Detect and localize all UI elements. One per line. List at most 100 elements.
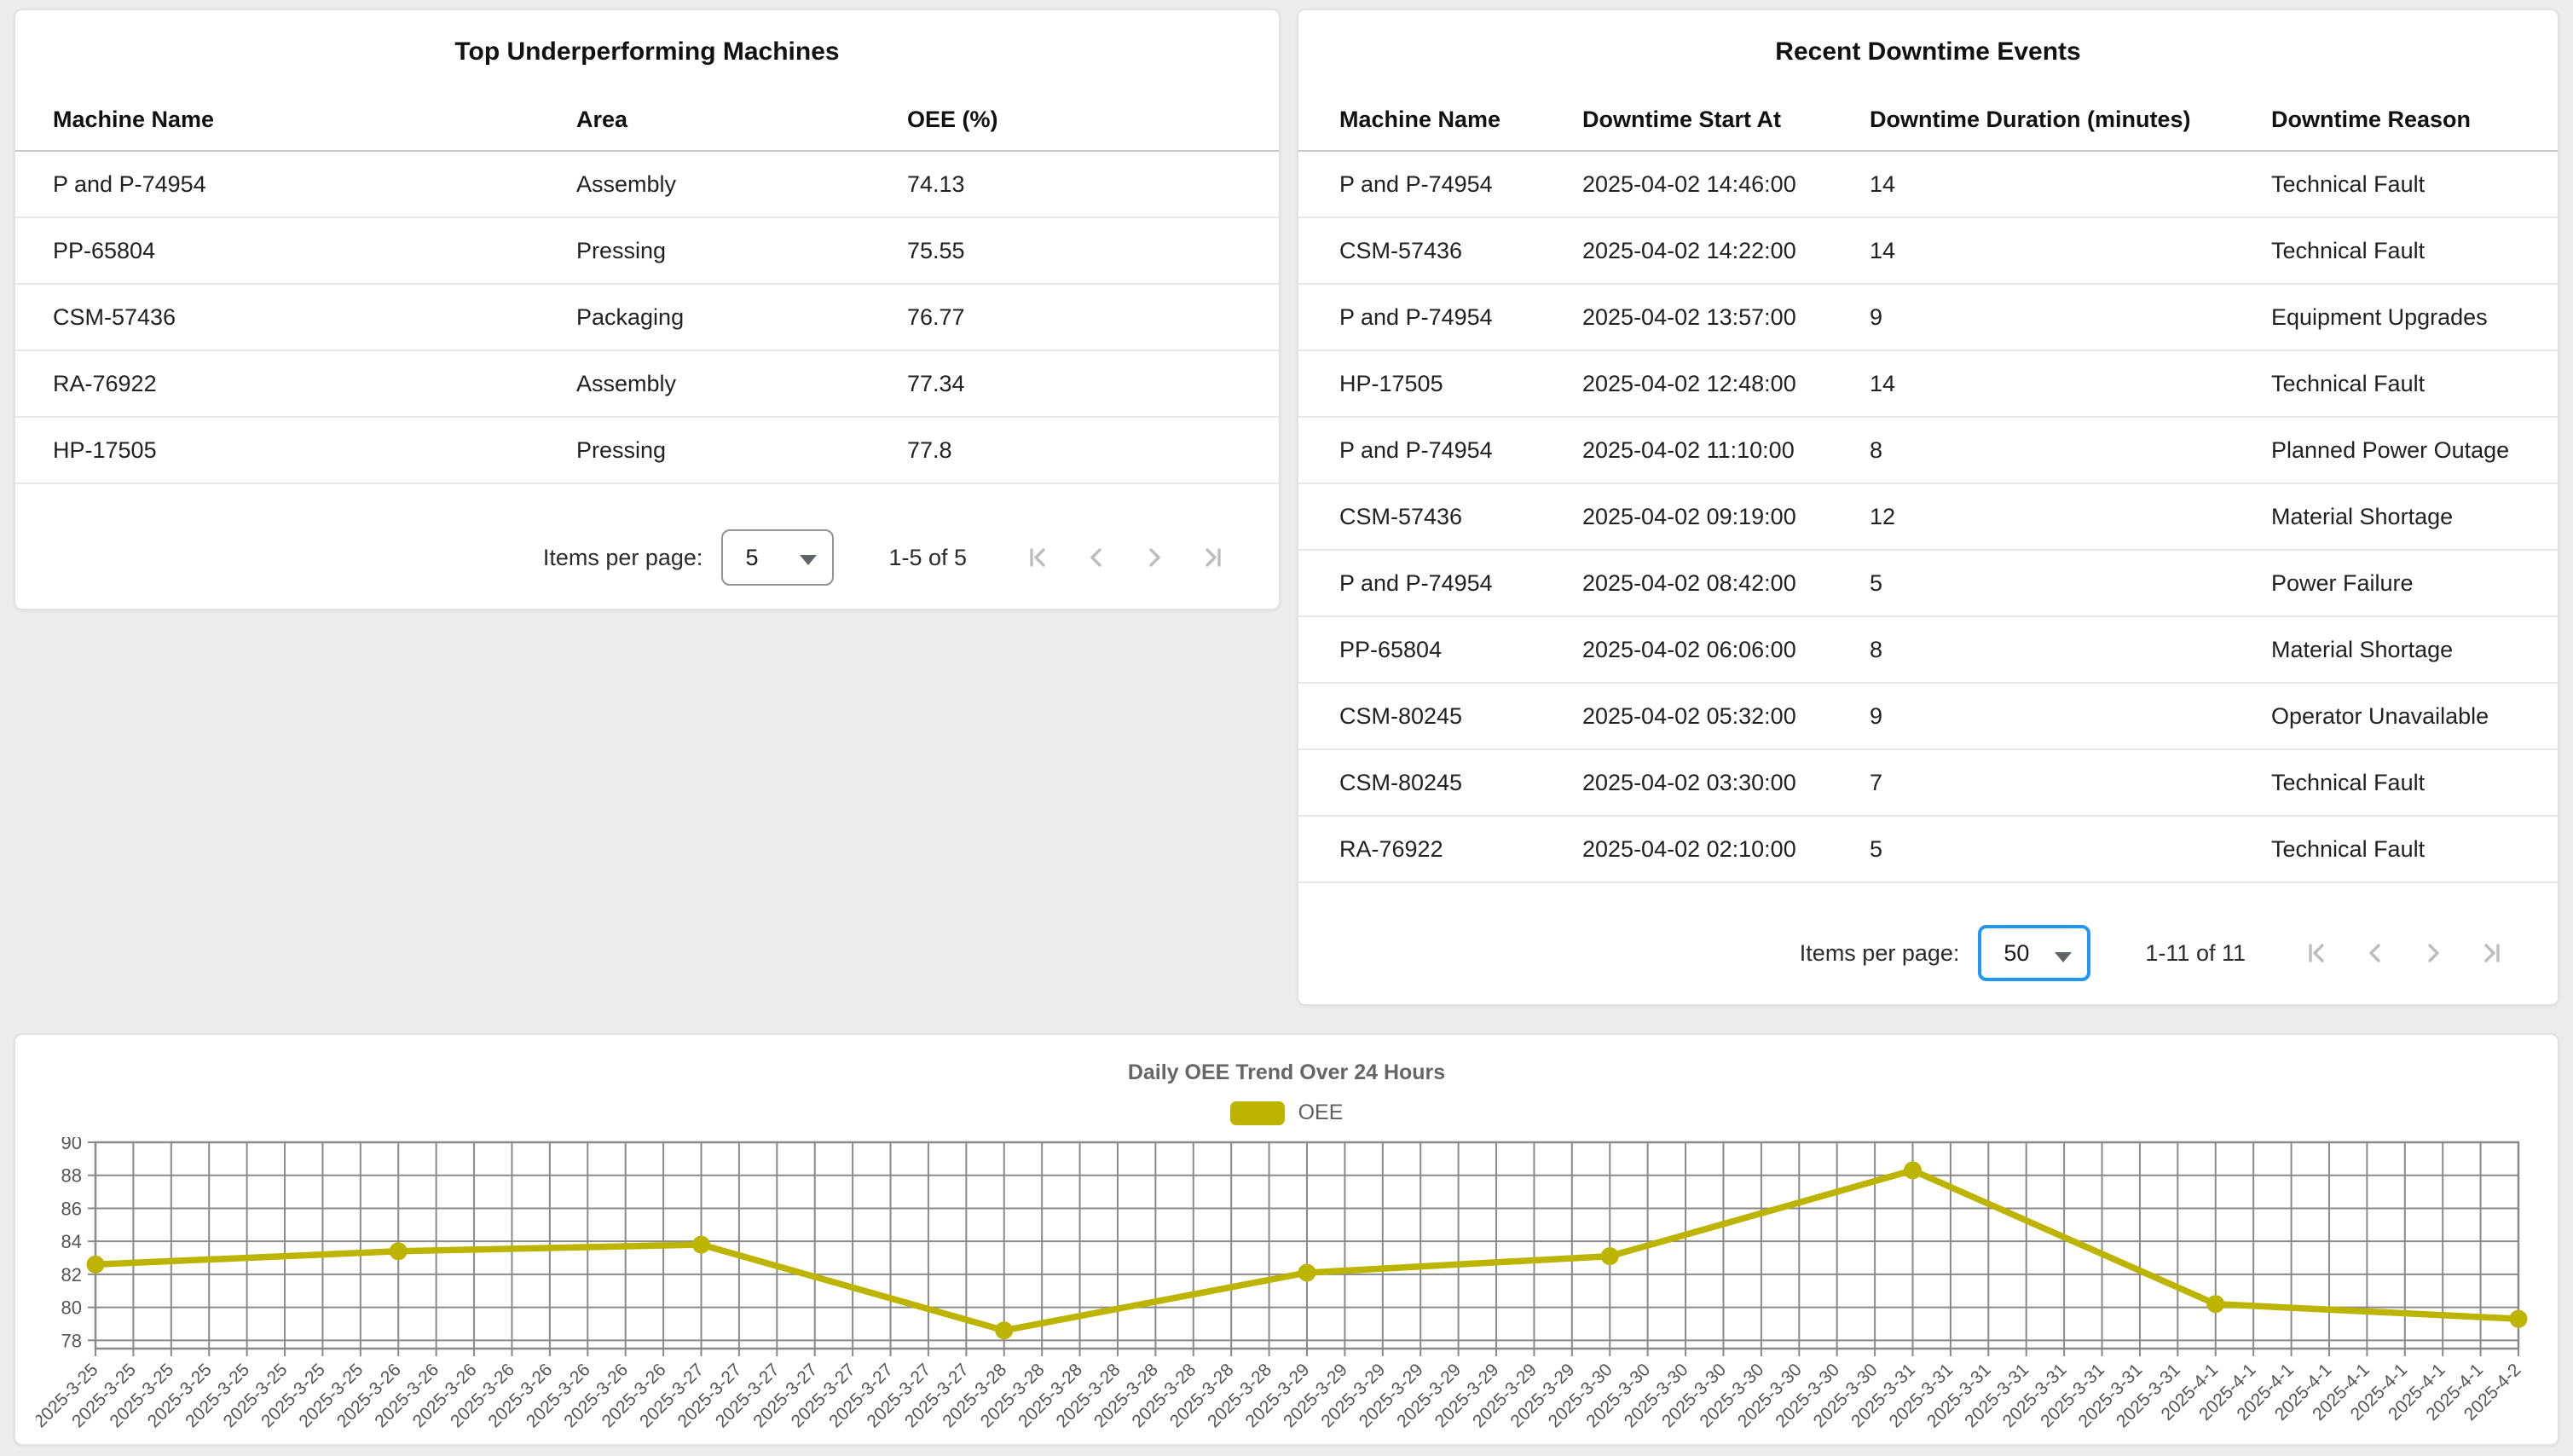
data-point[interactable] bbox=[995, 1321, 1014, 1340]
table-cell: Equipment Upgrades bbox=[2271, 303, 2488, 330]
column-header: OEE (%) bbox=[907, 106, 998, 132]
table-cell: 77.8 bbox=[907, 436, 952, 463]
table-cell: CSM-80245 bbox=[1339, 702, 1463, 729]
legend-swatch bbox=[1229, 1101, 1285, 1125]
data-point[interactable] bbox=[2509, 1309, 2528, 1328]
table-cell: Technical Fault bbox=[2271, 170, 2426, 197]
data-point[interactable] bbox=[86, 1255, 105, 1274]
table-cell: 76.77 bbox=[907, 303, 965, 330]
table-cell: 75.55 bbox=[907, 237, 965, 263]
last-page-button[interactable] bbox=[2462, 924, 2520, 982]
table-cell: PP-65804 bbox=[53, 237, 156, 263]
column-header: Downtime Start At bbox=[1582, 106, 1782, 132]
table-row: P and P-74954 2025-04-02 13:57:00 9 Equipme… bbox=[1298, 285, 2558, 351]
table-cell: CSM-57436 bbox=[53, 303, 176, 330]
oee-line-chart: 2025-3-25 2025-3-25 2025-3-25 2025-3-25 2025… bbox=[31, 1132, 2558, 1456]
page-size-select[interactable]: 5 bbox=[721, 529, 835, 586]
table-row: CSM-57436 2025-04-02 09:19:00 12 Material S… bbox=[1298, 484, 2558, 551]
table-cell: Planned Power Outage bbox=[2271, 436, 2510, 463]
table-cell: Technical Fault bbox=[2271, 769, 2426, 795]
table-cell: Pressing bbox=[576, 237, 667, 263]
pagination-nav bbox=[1009, 529, 1241, 586]
paginator: Items per page: 50 1-11 of 11 bbox=[1800, 922, 2520, 984]
table-cell: Operator Unavailable bbox=[2271, 702, 2489, 729]
data-point[interactable] bbox=[2206, 1295, 2225, 1314]
table-row: HP-17505 2025-04-02 12:48:00 14 Technical F… bbox=[1298, 351, 2558, 418]
oee-trend-panel: Daily OEE Trend Over 24 Hours OEE 2025-3… bbox=[14, 1033, 2559, 1446]
table-cell: 2025-04-02 14:46:00 bbox=[1582, 170, 1796, 197]
table-cell: 8 bbox=[1870, 436, 1883, 463]
table-cell: 9 bbox=[1870, 702, 1883, 729]
table-cell: CSM-57436 bbox=[1339, 503, 1463, 529]
table-cell: Technical Fault bbox=[2271, 835, 2426, 862]
chevron-right-icon bbox=[2428, 944, 2439, 962]
table-cell: 2025-04-02 02:10:00 bbox=[1582, 835, 1796, 862]
chart-legend[interactable]: OEE bbox=[15, 1101, 2558, 1125]
table-cell: CSM-57436 bbox=[1339, 237, 1463, 263]
plot-border bbox=[94, 1141, 2520, 1350]
column-header: Area bbox=[576, 106, 628, 132]
table-cell: RA-76922 bbox=[1339, 835, 1443, 862]
table-row: P and P-74954 2025-04-02 08:42:00 5 Power F… bbox=[1298, 551, 2558, 617]
column-header: Downtime Reason bbox=[2271, 106, 2472, 132]
table-row: P and P-74954 2025-04-02 11:10:00 8 Planned… bbox=[1298, 418, 2558, 484]
table-header-row: Machine Name Area OEE (%) bbox=[15, 89, 1279, 152]
table-cell: Assembly bbox=[576, 370, 677, 396]
table-cell: 2025-04-02 13:57:00 bbox=[1582, 303, 1796, 330]
table-row: RA-76922 2025-04-02 02:10:00 5 Technical Fa… bbox=[1298, 817, 2558, 883]
panel-title: Recent Downtime Events bbox=[1775, 38, 2081, 66]
table-body: P and P-74954 Assembly 74.13 PP-65804 Pressi… bbox=[15, 152, 1279, 484]
table-cell: 14 bbox=[1870, 370, 1896, 396]
table-cell: CSM-80245 bbox=[1339, 769, 1463, 795]
table-cell: 7 bbox=[1870, 769, 1883, 795]
table-cell: Assembly bbox=[576, 170, 677, 197]
data-point[interactable] bbox=[692, 1235, 710, 1254]
table-row: PP-65804 Pressing 75.55 bbox=[15, 218, 1279, 285]
downtime-events-panel: Recent Downtime Events Machine Name Down… bbox=[1297, 9, 2559, 1006]
page-size-select[interactable]: 50 bbox=[1978, 925, 2091, 981]
data-point[interactable] bbox=[389, 1242, 408, 1261]
table-cell: 2025-04-02 12:48:00 bbox=[1582, 370, 1796, 396]
table-cell: 14 bbox=[1870, 237, 1896, 263]
table-cell: 14 bbox=[1870, 170, 1896, 197]
table-cell: 2025-04-02 06:06:00 bbox=[1582, 636, 1796, 662]
first-page-icon bbox=[1030, 548, 1045, 567]
table-cell: Material Shortage bbox=[2271, 636, 2454, 662]
table-cell: PP-65804 bbox=[1339, 636, 1443, 662]
pagination-nav bbox=[2288, 924, 2520, 982]
table-row: HP-17505 Pressing 77.8 bbox=[15, 418, 1279, 484]
underperforming-machines-panel: Top Underperforming Machines Machine Nam… bbox=[14, 9, 1281, 610]
underperforming-table: Machine Name Area OEE (%) P and P-74954 A… bbox=[15, 89, 1279, 484]
data-point[interactable] bbox=[1904, 1161, 1922, 1180]
first-page-button[interactable] bbox=[1009, 529, 1067, 586]
table-cell: 12 bbox=[1870, 503, 1896, 529]
data-point[interactable] bbox=[1600, 1247, 1619, 1266]
table-row: CSM-57436 Packaging 76.77 bbox=[15, 285, 1279, 351]
data-point[interactable] bbox=[1298, 1263, 1316, 1282]
table-cell: 2025-04-02 14:22:00 bbox=[1582, 237, 1796, 263]
table-cell: Pressing bbox=[576, 436, 667, 463]
last-page-icon bbox=[2484, 944, 2500, 962]
next-page-button[interactable] bbox=[2404, 924, 2462, 982]
table-cell: 2025-04-02 03:30:00 bbox=[1582, 769, 1796, 795]
previous-page-button[interactable] bbox=[1067, 529, 1125, 586]
page-size-value: 5 bbox=[745, 544, 759, 570]
table-cell: 8 bbox=[1870, 636, 1883, 662]
next-page-button[interactable] bbox=[1125, 529, 1183, 586]
column-header: Machine Name bbox=[53, 106, 215, 132]
first-page-button[interactable] bbox=[2288, 924, 2346, 982]
y-axis-label: 88 bbox=[61, 1165, 82, 1187]
table-row: PP-65804 2025-04-02 06:06:00 8 Material Sho… bbox=[1298, 617, 2558, 684]
downtime-table: Machine Name Downtime Start At Downtime … bbox=[1298, 89, 2558, 883]
y-axis-label: 82 bbox=[61, 1264, 82, 1286]
table-cell: 74.13 bbox=[907, 170, 965, 197]
chevron-down-icon bbox=[800, 555, 818, 565]
items-per-page-label: Items per page: bbox=[542, 544, 703, 570]
table-cell: Technical Fault bbox=[2271, 237, 2426, 263]
first-page-icon bbox=[2309, 944, 2324, 962]
last-page-button[interactable] bbox=[1183, 529, 1241, 586]
table-cell: P and P-74954 bbox=[1339, 436, 1493, 463]
table-cell: 9 bbox=[1870, 303, 1883, 330]
previous-page-button[interactable] bbox=[2346, 924, 2404, 982]
